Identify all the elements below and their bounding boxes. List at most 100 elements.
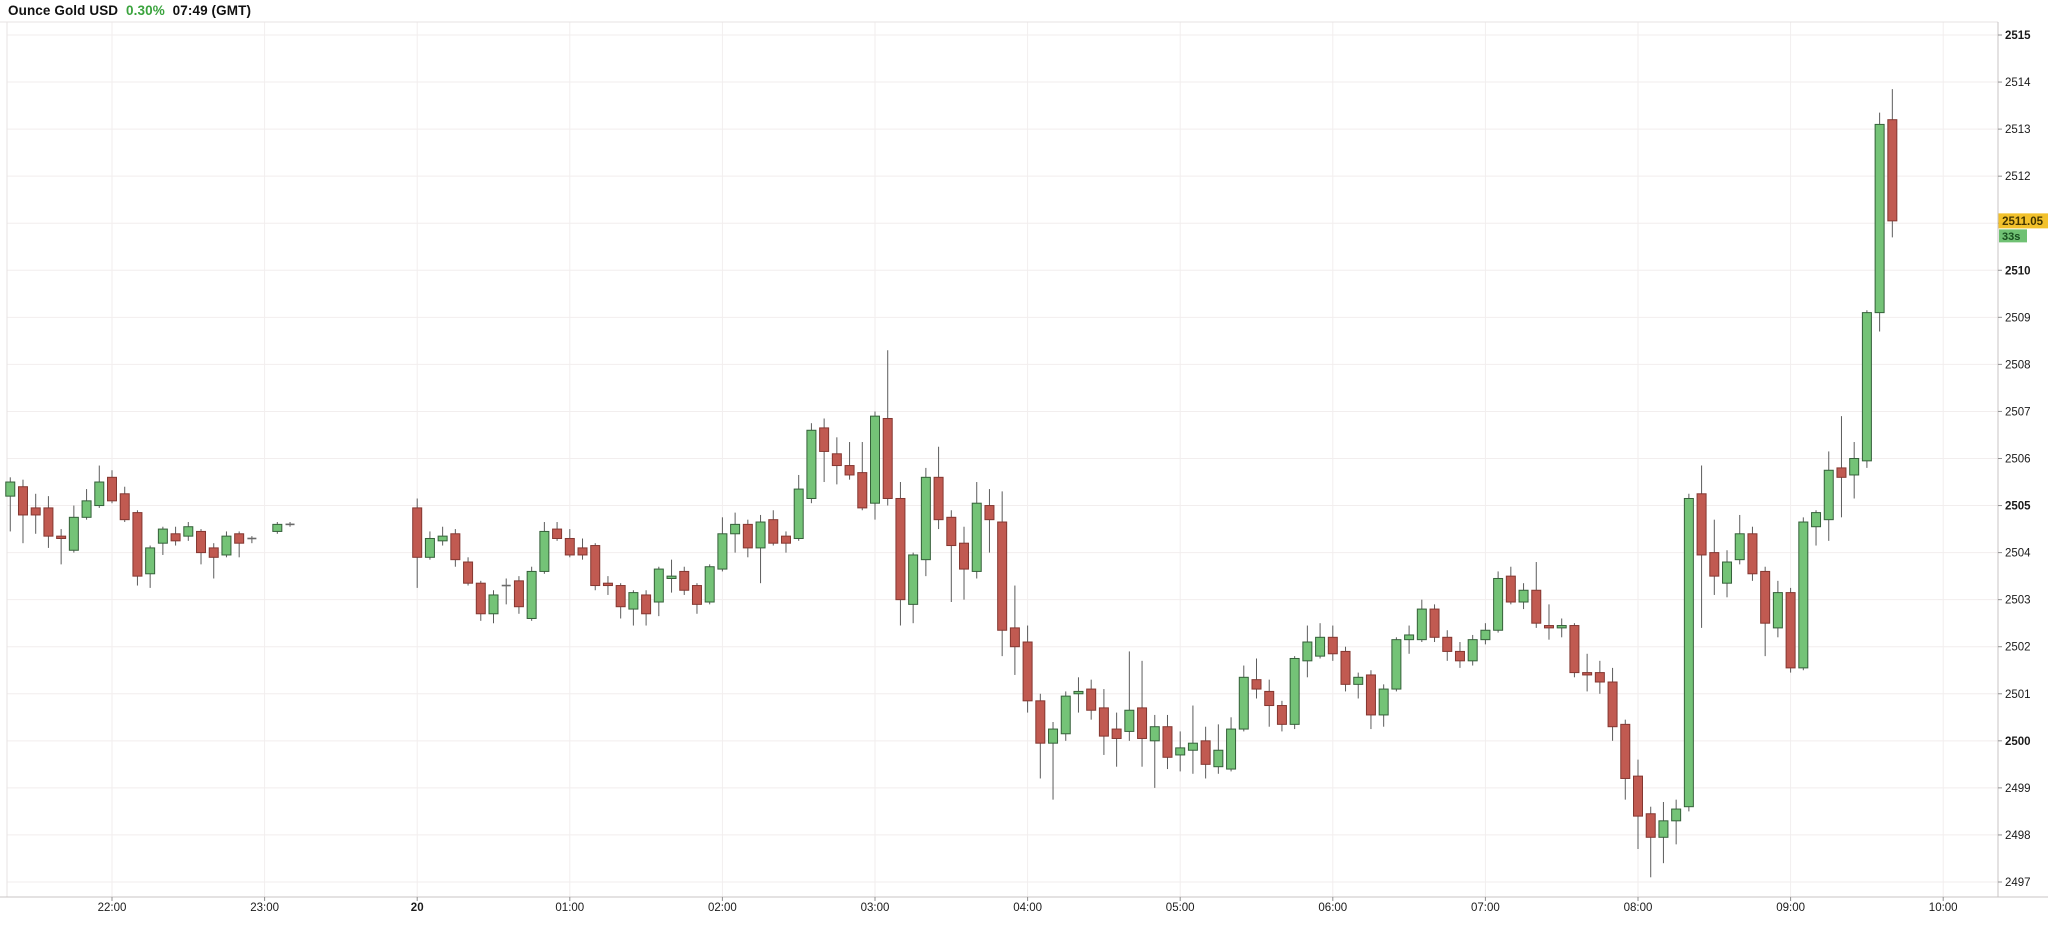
- candle-down: [1607, 681, 1618, 728]
- candle-down: [170, 533, 181, 542]
- time-tick-label: 01:00: [555, 902, 584, 914]
- candle-up: [1404, 634, 1415, 641]
- candle-down: [43, 507, 54, 537]
- candle-up: [1289, 657, 1300, 725]
- candle-down: [475, 582, 486, 615]
- candle-up: [437, 535, 448, 542]
- last-price-value: 2511.05: [2002, 216, 2044, 228]
- time-tick-label: 09:00: [1776, 902, 1805, 914]
- price-tick-label: 2514: [2005, 77, 2031, 89]
- candle-up: [424, 537, 435, 558]
- candle-up: [793, 488, 804, 539]
- candle-up: [1480, 629, 1491, 641]
- candle-down: [1594, 672, 1605, 683]
- candle-down: [463, 561, 474, 584]
- candle-down: [56, 535, 67, 539]
- candle-down: [17, 486, 28, 516]
- time-tick-label: 02:00: [708, 902, 737, 914]
- candle-down: [1785, 592, 1796, 669]
- candle-down: [768, 519, 779, 544]
- candle-down: [679, 570, 690, 591]
- candle-up: [1772, 592, 1783, 629]
- candle-down: [1836, 467, 1847, 478]
- candle-down: [1009, 627, 1020, 648]
- price-tick-label: 2513: [2005, 124, 2031, 136]
- candle-down: [513, 580, 524, 608]
- candle-down: [30, 507, 41, 516]
- candle-up: [221, 535, 232, 556]
- bar-countdown-badge: [1999, 229, 2027, 243]
- candle-down: [107, 476, 117, 502]
- candle-down: [1111, 728, 1122, 739]
- candle-down: [742, 523, 753, 549]
- candle-up: [1124, 709, 1135, 732]
- candle-down: [564, 537, 575, 556]
- candle-down: [412, 507, 423, 558]
- time-tick-label: 08:00: [1624, 902, 1653, 914]
- price-tick-label: 2500: [2005, 736, 2031, 748]
- candle-down: [857, 472, 868, 509]
- candle-down: [577, 547, 588, 556]
- change-percent: 0.30%: [126, 3, 165, 18]
- candle-up: [1378, 688, 1389, 716]
- candle-down: [1276, 705, 1287, 725]
- candle-down: [1633, 775, 1643, 817]
- candle-down: [1543, 625, 1554, 629]
- candle-down: [844, 465, 855, 476]
- candle-up: [628, 592, 639, 610]
- candle-down: [1327, 636, 1338, 655]
- time-tick-label: 04:00: [1013, 902, 1042, 914]
- candle-down: [1454, 650, 1465, 662]
- time-tick-label: 20: [411, 902, 424, 914]
- candle-up: [539, 530, 550, 572]
- price-tick-label: 2505: [2005, 501, 2031, 513]
- candle-down: [780, 535, 791, 544]
- candle-down: [819, 427, 830, 452]
- price-tick-label: 2512: [2005, 171, 2031, 183]
- candle-up: [1353, 676, 1364, 685]
- candle-up: [1175, 747, 1186, 756]
- candle-up: [1683, 497, 1694, 808]
- candle-down: [119, 493, 130, 521]
- candle-up: [157, 528, 168, 544]
- candle-down: [1137, 707, 1148, 739]
- price-tick-label: 2504: [2005, 548, 2031, 560]
- candle-up: [666, 575, 677, 579]
- candle-down: [1747, 533, 1758, 575]
- candle-up: [1798, 521, 1809, 669]
- bar-countdown-value: 33s: [2002, 231, 2020, 243]
- candle-down: [641, 594, 652, 615]
- price-tick-label: 2498: [2005, 830, 2031, 842]
- candle-down: [590, 545, 601, 587]
- price-tick-label: 2497: [2005, 877, 2031, 889]
- candle-down: [959, 542, 970, 570]
- price-tick-label: 2510: [2005, 265, 2031, 277]
- price-tick-label: 2508: [2005, 359, 2031, 371]
- candle-up: [1493, 577, 1504, 631]
- candle-up: [1811, 512, 1822, 528]
- candle-down: [831, 453, 842, 467]
- price-tick-label: 2515: [2005, 30, 2031, 42]
- candle-up: [806, 429, 817, 499]
- candle-up: [1391, 639, 1402, 690]
- price-tick-label: 2507: [2005, 406, 2031, 418]
- candle-up: [1861, 312, 1872, 462]
- candle-down: [997, 521, 1008, 631]
- last-price-badge: [1998, 213, 2048, 229]
- candle-down: [1696, 493, 1707, 556]
- time-tick-label: 10:00: [1929, 902, 1958, 914]
- candle-up: [68, 516, 79, 551]
- candle-up: [653, 568, 664, 603]
- candle-up: [1226, 728, 1237, 770]
- candle-down: [450, 533, 461, 561]
- time-tick-label: 07:00: [1471, 902, 1500, 914]
- time-tick-label: 23:00: [250, 902, 279, 914]
- candle-down: [615, 585, 626, 608]
- candle-up: [1556, 625, 1567, 629]
- candle-up: [5, 481, 16, 497]
- candle-down: [1531, 589, 1542, 624]
- candle-up: [526, 570, 537, 619]
- candle-down: [1887, 119, 1898, 222]
- candle-up: [1518, 589, 1529, 603]
